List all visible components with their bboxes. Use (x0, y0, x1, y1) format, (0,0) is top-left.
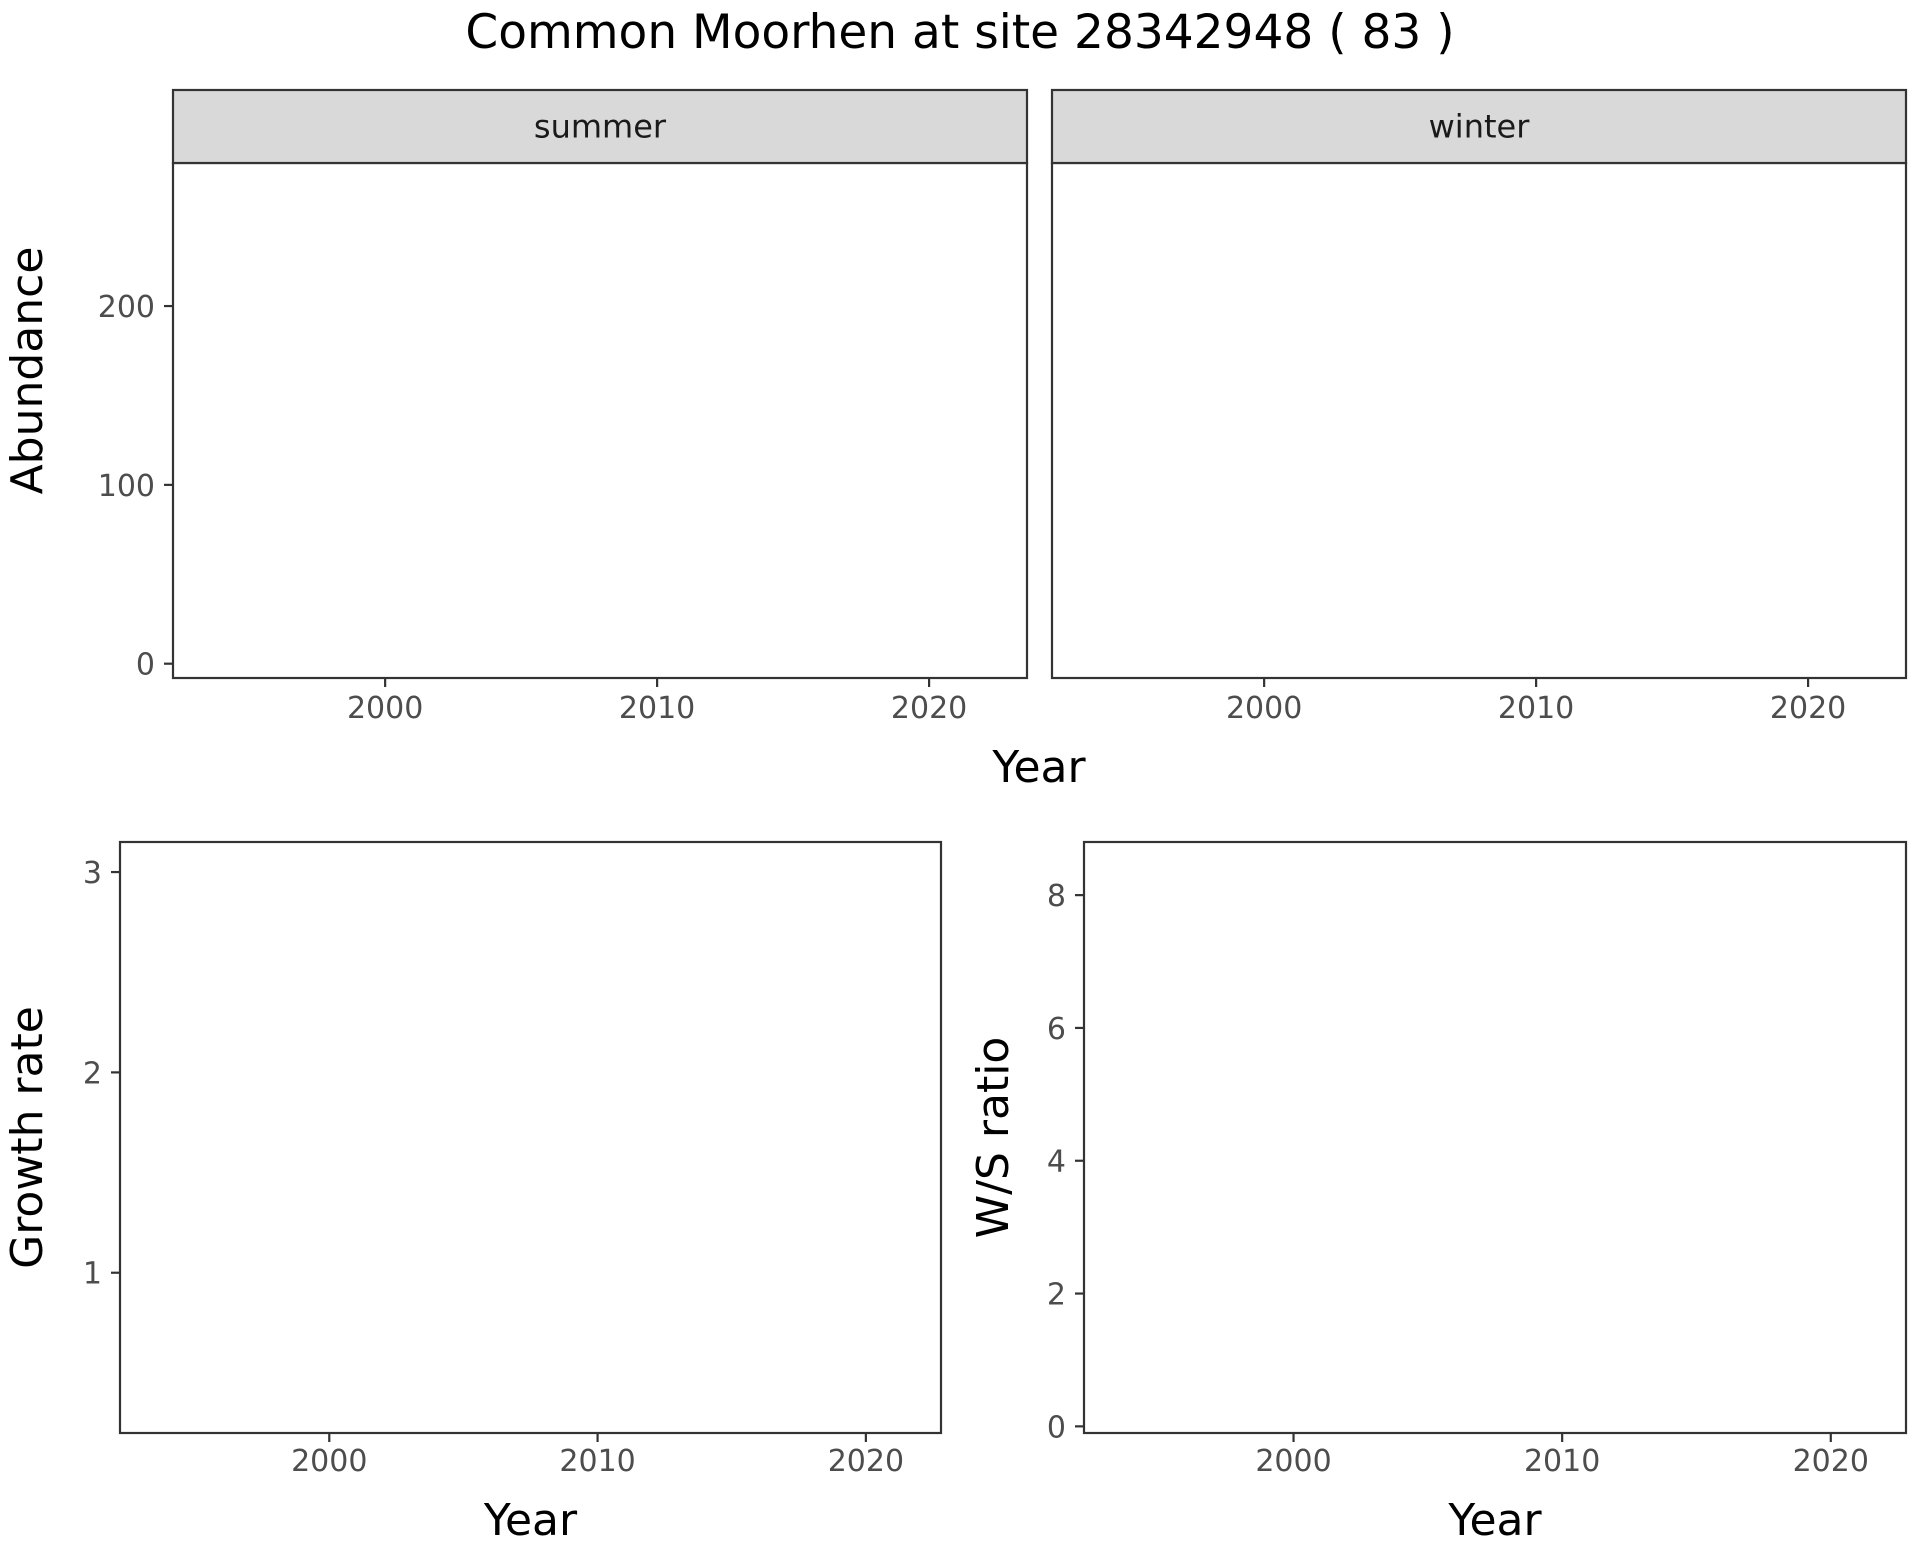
growth-x-tick-label: 2000 (291, 1444, 367, 1479)
growth-x-tick-label: 2010 (559, 1444, 635, 1479)
winter-x-tick-label: 2020 (1770, 691, 1846, 726)
ratio-y-tick-label: 6 (1047, 1012, 1066, 1047)
figure-title: Common Moorhen at site 28342948 ( 83 ) (465, 5, 1454, 60)
summer-strip (171, 88, 1029, 165)
summer-x-tick-label: 2000 (347, 691, 423, 726)
growth-rate-plot: 2000 2010 2020 1 2 3 Growth rate Year (2, 840, 943, 1546)
summer-y-tick-label: 200 (98, 290, 155, 325)
ratio-panel-border (1082, 840, 1908, 1435)
winter-panel-border (1050, 161, 1908, 680)
winter-x-tick-label: 2010 (1498, 691, 1574, 726)
facet-summer: summer 2000 2010 2020 0 100 200 (98, 88, 1029, 726)
growth-y-axis-title: Growth rate (2, 1006, 53, 1269)
ratio-x-tick-label: 2010 (1524, 1444, 1600, 1479)
facet-winter: winter 2000 2010 2020 (1050, 88, 1908, 726)
abundance-plot: summer 2000 2010 2020 0 100 200 winter 2000 2010 2… (2, 88, 1908, 793)
ratio-x-tick-label: 2000 (1255, 1444, 1331, 1479)
ratio-y-tick-label: 8 (1047, 879, 1066, 914)
abundance-x-axis-title: Year (991, 742, 1086, 793)
growth-x-axis-title: Year (483, 1495, 578, 1546)
ratio-y-tick-label: 0 (1047, 1410, 1066, 1445)
growth-x-tick-label: 2020 (828, 1444, 904, 1479)
growth-y-tick-label: 2 (83, 1056, 102, 1091)
ws-ratio-plot: 2000 2010 2020 0 2 4 6 8 W/S ratio Year (968, 840, 1908, 1546)
summer-strip-label: summer (534, 108, 667, 146)
abundance-y-axis-title: Abundance (2, 247, 53, 495)
growth-panel-border (118, 840, 943, 1435)
summer-x-tick-label: 2020 (891, 691, 967, 726)
winter-x-tick-label: 2000 (1226, 691, 1302, 726)
ratio-y-tick-label: 4 (1047, 1145, 1066, 1180)
growth-y-tick-label: 3 (83, 856, 102, 891)
ratio-y-axis-title: W/S ratio (968, 1037, 1019, 1239)
ratio-x-axis-title: Year (1447, 1495, 1542, 1546)
ratio-x-tick-label: 2020 (1793, 1444, 1869, 1479)
ratio-y-tick-label: 2 (1047, 1278, 1066, 1313)
summer-x-tick-label: 2010 (619, 691, 695, 726)
summer-y-tick-label: 0 (136, 648, 155, 683)
summer-y-tick-label: 100 (98, 469, 155, 504)
winter-strip (1050, 88, 1908, 165)
growth-y-tick-label: 1 (83, 1257, 102, 1292)
winter-strip-label: winter (1429, 108, 1531, 146)
summer-panel-border (171, 161, 1029, 680)
